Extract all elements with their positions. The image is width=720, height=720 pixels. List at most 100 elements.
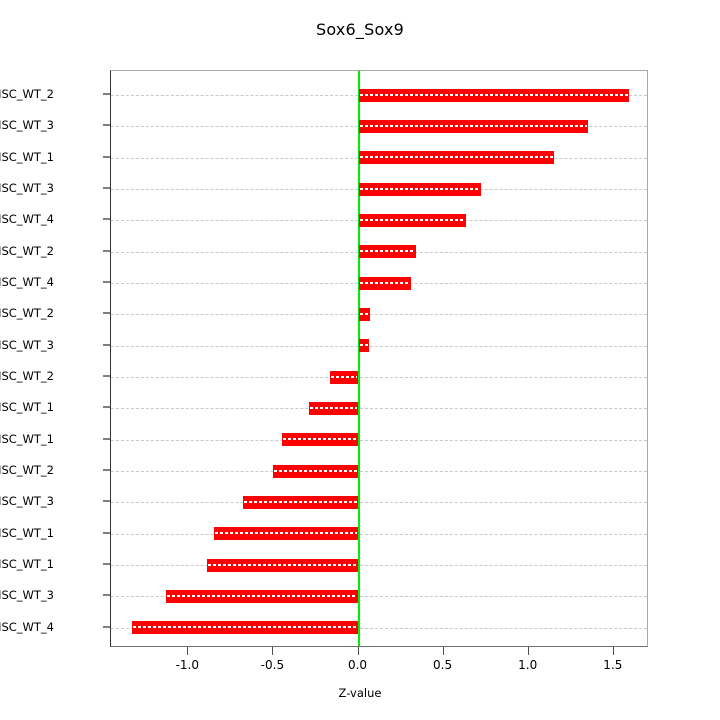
y-tick-mark — [103, 500, 110, 502]
bar[interactable] — [358, 88, 630, 102]
plot-inner — [111, 71, 647, 646]
y-tick-label: E135_NSC_WT_1 — [0, 431, 54, 446]
bar[interactable] — [213, 527, 359, 541]
bar-hatch — [133, 626, 358, 629]
bar[interactable] — [358, 339, 369, 353]
x-tick-mark — [442, 647, 444, 655]
x-tick-label: 0.0 — [347, 658, 368, 672]
bar-hatch — [330, 375, 358, 378]
bar-hatch — [167, 594, 358, 597]
plot-area — [110, 70, 648, 647]
bar[interactable] — [309, 401, 359, 415]
gridline — [111, 408, 647, 410]
y-tick-label: E155_NSC_WT_2 — [0, 243, 54, 258]
bar-hatch — [359, 156, 554, 159]
bar-hatch — [310, 406, 358, 409]
y-tick-mark — [103, 469, 110, 471]
y-tick-mark — [103, 218, 110, 220]
y-tick-label: E125_NSC_WT_3 — [0, 588, 54, 603]
gridline — [111, 596, 647, 598]
bar-hatch — [359, 281, 411, 284]
bar-hatch — [208, 563, 358, 566]
y-tick-label: E155_NSC_WT_3 — [0, 181, 54, 195]
x-tick-label: 1.0 — [518, 658, 538, 672]
x-tick-mark — [527, 647, 529, 655]
bar[interactable] — [358, 276, 412, 290]
y-tick-mark — [103, 406, 110, 408]
x-tick-label: 1.5 — [603, 658, 623, 672]
x-tick-mark — [272, 647, 274, 655]
y-tick-label: E125_NSC_WT_2 — [0, 369, 54, 384]
y-tick-mark — [103, 626, 110, 628]
bar-hatch — [359, 187, 481, 190]
y-tick-label: E135_NSC_WT_3 — [0, 494, 54, 509]
gridline — [111, 565, 647, 567]
bar[interactable] — [358, 151, 555, 165]
bar-hatch — [274, 469, 358, 472]
bar[interactable] — [242, 495, 359, 509]
y-tick-label: E125_NSC_WT_1 — [0, 525, 54, 540]
y-tick-label: E165_NSC_WT_2 — [0, 87, 54, 101]
gridline — [111, 439, 647, 441]
bar-hatch — [243, 500, 358, 503]
y-tick-label: E165_NSC_WT_4 — [0, 212, 54, 227]
y-tick-label: E145_NSC_WT_2 — [0, 306, 54, 321]
y-tick-label: E145_NSC_WT_1 — [0, 557, 54, 572]
y-tick-label: E135_NSC_WT_2 — [0, 463, 54, 478]
gridline — [111, 471, 647, 473]
bar-hatch — [359, 93, 629, 96]
x-axis-label: Z-value — [338, 686, 382, 700]
y-tick-mark — [103, 438, 110, 440]
y-tick-mark — [103, 187, 110, 189]
y-tick-label: E165_NSC_WT_1 — [0, 149, 54, 164]
x-tick-label: 0.5 — [433, 658, 453, 672]
x-tick-label: -1.0 — [175, 658, 200, 672]
bar[interactable] — [358, 182, 482, 196]
x-tick-mark — [187, 647, 189, 655]
gridline — [111, 627, 647, 629]
gridline — [111, 533, 647, 535]
zero-reference-line — [357, 71, 360, 646]
x-tick-mark — [357, 647, 359, 655]
gridline — [111, 345, 647, 347]
bar[interactable] — [273, 464, 359, 478]
bar[interactable] — [207, 558, 359, 572]
bar-hatch — [282, 438, 358, 441]
bar[interactable] — [329, 370, 359, 384]
bar[interactable] — [281, 433, 359, 447]
bar-hatch — [359, 124, 588, 127]
bar[interactable] — [358, 213, 466, 227]
bar[interactable] — [358, 119, 589, 133]
x-tick-label: -0.5 — [260, 658, 285, 672]
y-tick-mark — [103, 594, 110, 596]
y-tick-mark — [103, 532, 110, 534]
bar[interactable] — [358, 307, 371, 321]
bar-hatch — [359, 250, 416, 253]
bar-hatch — [214, 532, 358, 535]
bar-hatch — [359, 312, 370, 315]
y-tick-label: E145_NSC_WT_3 — [0, 337, 54, 352]
gridline — [111, 314, 647, 316]
bar-hatch — [359, 218, 465, 221]
gridline — [111, 377, 647, 379]
y-tick-label: E155_NSC_WT_4 — [0, 275, 54, 289]
y-tick-mark — [103, 281, 110, 283]
bar[interactable] — [358, 245, 417, 259]
y-tick-label: E155_NSC_WT_1 — [0, 400, 54, 415]
y-tick-mark — [103, 563, 110, 565]
bar-hatch — [359, 344, 368, 347]
bar[interactable] — [166, 589, 359, 603]
y-tick-mark — [103, 250, 110, 252]
y-tick-mark — [103, 344, 110, 346]
bar[interactable] — [132, 621, 359, 635]
y-tick-mark — [103, 93, 110, 95]
y-tick-mark — [103, 156, 110, 158]
y-tick-label: E165_NSC_WT_3 — [0, 118, 54, 133]
gridline — [111, 502, 647, 504]
x-tick-mark — [612, 647, 614, 655]
y-tick-mark — [103, 375, 110, 377]
chart-title: Sox6_Sox9 — [315, 20, 404, 39]
y-tick-mark — [103, 312, 110, 314]
y-tick-mark — [103, 124, 110, 126]
